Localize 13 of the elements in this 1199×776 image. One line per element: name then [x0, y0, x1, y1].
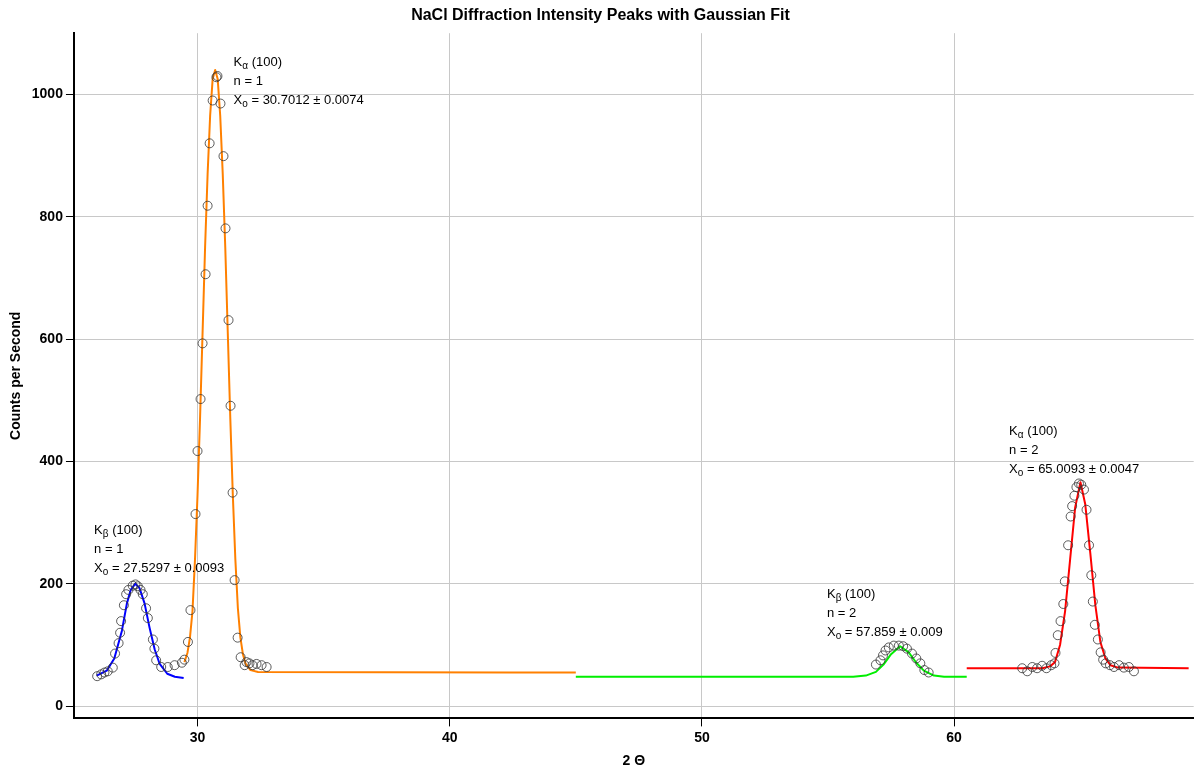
x-tick-label: 50	[694, 728, 710, 745]
x-axis-title: 2 Θ	[622, 752, 646, 769]
y-tick-label: 0	[55, 697, 64, 714]
x-tick-label: 30	[189, 728, 206, 745]
y-axis-title: Counts per Second	[7, 311, 24, 440]
chart-title: NaCl Diffraction Intensity Peaks with Gaussian Fit	[411, 6, 791, 24]
y-tick-label: 800	[39, 207, 64, 224]
y-tick-label: 400	[39, 452, 64, 469]
y-tick-label: 200	[39, 574, 64, 591]
x-tick-label: 60	[946, 728, 963, 745]
x-tick-label: 40	[441, 728, 458, 745]
y-tick-label: 1000	[31, 85, 64, 102]
y-tick-label: 600	[39, 329, 64, 346]
